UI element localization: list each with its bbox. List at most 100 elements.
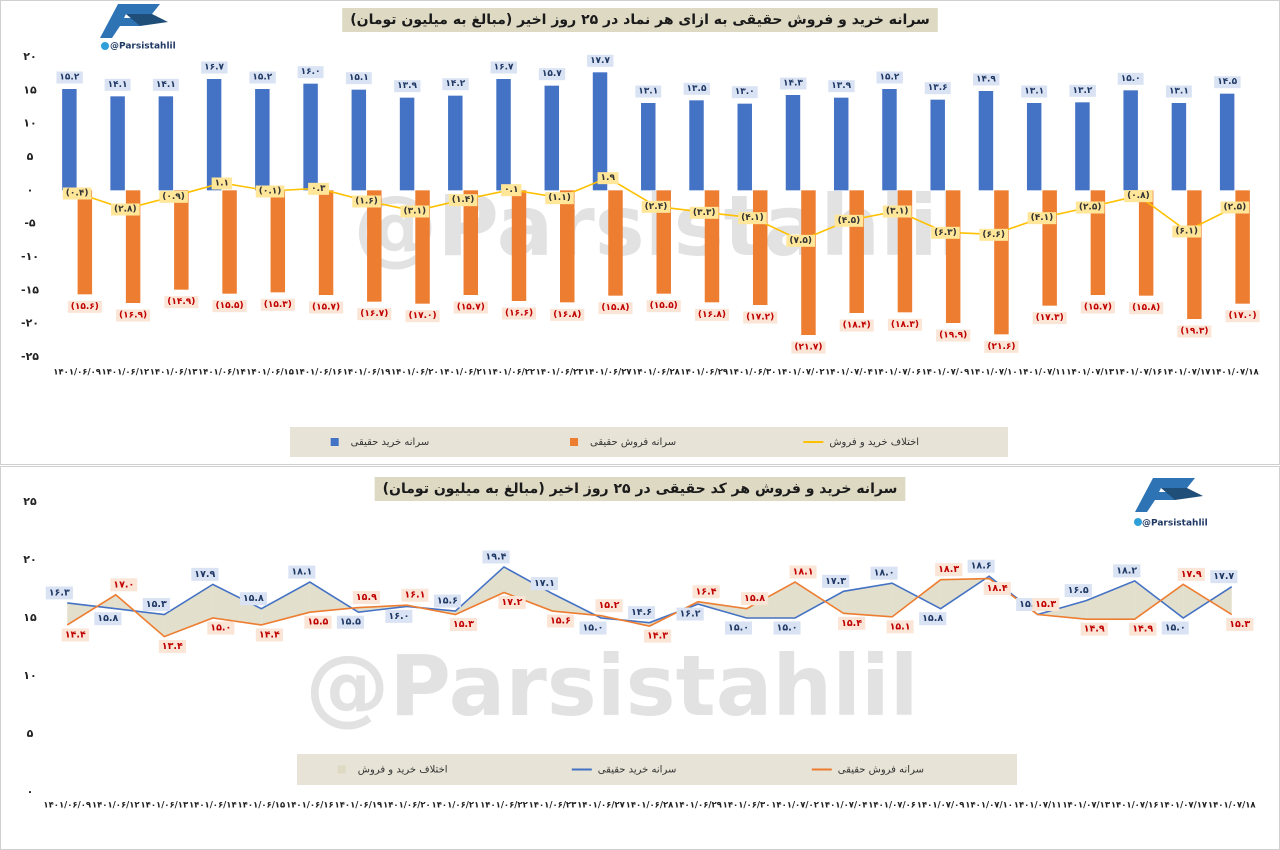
difference-area	[1086, 580, 1135, 620]
value-label: ۱۸.۱	[793, 567, 814, 578]
value-label-box	[442, 78, 469, 91]
value-label: ۱۵.۵	[307, 617, 328, 628]
x-tick-label: ۱۴۰۱/۰۷/۰۴	[825, 368, 873, 378]
y-tick-label: ۱۵	[23, 83, 37, 96]
x-tick-label: ۱۴۰۱/۰۷/۱۳	[1066, 368, 1115, 378]
value-label: ۱۵.۳	[453, 619, 474, 630]
value-label-box	[984, 340, 1019, 353]
value-label: (۱۶.۸)	[698, 310, 726, 320]
value-label-box	[67, 300, 102, 313]
value-label-box	[61, 628, 89, 642]
value-label-box	[1069, 84, 1096, 97]
value-label-box	[385, 609, 413, 623]
value-label-box	[255, 185, 285, 198]
bar	[849, 190, 864, 313]
x-tick-label: ۱۴۰۱/۰۶/۱۶	[294, 368, 342, 378]
value-label: ۱.۹	[601, 173, 616, 183]
difference-area	[503, 566, 553, 612]
difference-area	[212, 584, 262, 625]
watermark: @Parsistahlil	[305, 637, 918, 735]
x-tick-label: ۱۴۰۱/۰۷/۱۰	[965, 801, 1013, 811]
value-label-box	[1129, 302, 1164, 315]
value-label-box	[116, 309, 151, 322]
value-label: ۱۷.۰	[113, 579, 134, 590]
bar	[511, 190, 527, 301]
value-label: ۱۹.۴	[485, 551, 506, 562]
x-tick-label: ۱۴۰۱/۰۶/۳۰	[723, 801, 771, 811]
value-label-box	[1172, 225, 1201, 238]
value-label: ۱۳.۱	[1169, 87, 1189, 97]
value-label: (۱.۴)	[452, 195, 475, 205]
value-label-box	[1021, 85, 1048, 98]
line	[66, 577, 1233, 638]
x-tick-label: ۱۴۰۱/۰۶/۲۸	[626, 801, 675, 811]
value-label: (۰.۸)	[1127, 191, 1150, 201]
value-label: ۱۳.۲	[1072, 86, 1092, 96]
difference-area	[1037, 600, 1087, 620]
value-label-box	[1214, 76, 1241, 89]
value-label-box	[352, 591, 381, 605]
value-label: ۱۵.۲	[252, 73, 272, 83]
value-label: (۱۵.۸)	[1132, 303, 1160, 313]
bar	[399, 97, 415, 191]
y-tick-label: -۲۰	[21, 317, 39, 330]
bar	[978, 91, 994, 191]
value-label-box	[1177, 325, 1212, 338]
legend-swatch	[330, 438, 339, 446]
value-label-box	[1210, 570, 1238, 584]
y-tick-label: -۱۵	[21, 283, 39, 296]
value-label: ۱۸.۰	[874, 568, 895, 579]
value-label: (۶.۱)	[1175, 227, 1198, 237]
legend-box	[290, 427, 1008, 457]
y-tick-label: ۲۰	[23, 50, 36, 63]
value-label-box	[546, 614, 574, 628]
bar	[656, 190, 671, 294]
value-label: ۱۴.۳	[647, 631, 668, 642]
value-label: ۱۳.۶	[928, 83, 948, 93]
x-tick-label: ۱۴۰۱/۰۶/۱۵	[237, 801, 285, 811]
x-tick-label: ۱۴۰۱/۰۷/۰۲	[777, 368, 826, 378]
value-label: ۱۵.۷	[542, 69, 562, 79]
value-label: (۲.۵)	[1079, 203, 1102, 213]
value-label: ۱۶.۷	[494, 63, 514, 73]
bar	[882, 89, 897, 191]
bar	[496, 79, 511, 191]
value-label: (۱۷.۰)	[408, 311, 436, 321]
bar	[77, 190, 93, 295]
bar	[62, 89, 77, 191]
x-tick-label: ۱۴۰۱/۰۶/۲۰	[383, 801, 431, 811]
legend-label: سرانه فروش حقیقی	[590, 437, 676, 448]
bar	[930, 99, 945, 191]
value-label: ۱۶.۷	[204, 63, 224, 73]
value-label: (۰.۴)	[66, 189, 89, 199]
bar	[897, 190, 913, 313]
x-tick-label: ۱۴۰۱/۰۷/۱۱	[1018, 368, 1066, 378]
value-label: ۱۴.۲	[445, 79, 465, 89]
value-label: ۱۳.۹	[397, 81, 417, 91]
value-label-box	[501, 307, 537, 320]
bar	[785, 95, 801, 191]
value-label: ۱۷.۳	[825, 576, 846, 587]
value-label-box	[741, 592, 769, 606]
value-label: ۱۶.۱	[404, 590, 425, 601]
value-label: (۱۷.۲)	[746, 313, 774, 323]
x-tick-label: ۱۴۰۱/۰۶/۰۹	[53, 368, 102, 378]
bar	[1219, 93, 1235, 191]
x-tick-label: ۱۴۰۱/۰۶/۲۷	[577, 801, 626, 811]
legend-label: سرانه خرید حقیقی	[351, 437, 430, 448]
value-label-box	[579, 621, 607, 635]
value-label: ۱۸.۴	[987, 583, 1008, 594]
value-label: (۱۵.۸)	[601, 303, 629, 313]
difference-area	[746, 582, 796, 618]
legend-label: سرانه فروش حقیقی	[838, 765, 924, 776]
legend-box	[297, 754, 1017, 785]
difference-area	[67, 594, 116, 625]
value-label-box	[1064, 584, 1092, 598]
value-label: ۱۷.۹	[194, 569, 215, 580]
value-label-box	[304, 615, 332, 629]
x-tick-label: ۱۴۰۱/۰۷/۰۶	[873, 368, 921, 378]
value-label-box	[641, 200, 671, 213]
value-label-box	[1027, 212, 1057, 225]
value-label-box	[191, 567, 219, 581]
value-label: ۱۴.۶	[631, 607, 652, 618]
